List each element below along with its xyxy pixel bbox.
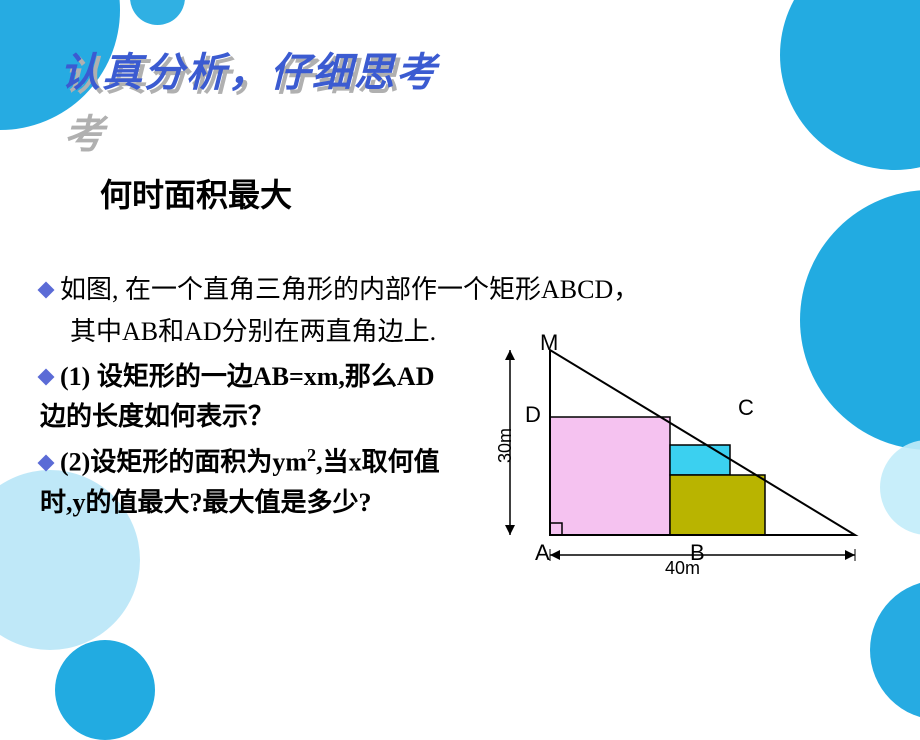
decor-circle [870, 580, 920, 720]
q2-sup: 2 [307, 445, 316, 465]
q1-text-a: 设矩形的一边AB=xm,那么AD [97, 362, 435, 391]
section-subhead: 何时面积最大 [100, 170, 292, 216]
slide-title: 认真分析，仔细思考 认真分析，仔细思考 [60, 40, 438, 98]
q2-text-tail: ,当x取何值 [316, 448, 440, 477]
q2-text-a: 设矩形的面积为ym [90, 448, 307, 477]
diagram-label: 40m [665, 558, 700, 579]
title-main: 认真分析，仔细思考 [60, 40, 438, 98]
geometry-diagram: MDCAB30m40m [490, 340, 870, 570]
diagram-svg [490, 340, 870, 570]
bullet-icon [38, 368, 55, 385]
q1-number: (1) [60, 362, 97, 391]
decor-circle [780, 0, 920, 170]
decor-circle [55, 640, 155, 740]
decor-circle [130, 0, 185, 25]
q2-number: (2) [60, 448, 90, 477]
diagram-label: M [540, 330, 558, 356]
bullet-icon [38, 282, 55, 299]
problem-intro: 如图, 在一个直角三角形的内部作一个矩形ABCD， [40, 270, 880, 310]
decor-circle [880, 440, 920, 535]
diagram-label: A [535, 540, 550, 566]
bullet-icon [38, 454, 55, 471]
intro-line1: 如图, 在一个直角三角形的内部作一个矩形ABCD， [60, 275, 639, 304]
diagram-label: 30m [495, 428, 516, 463]
diagram-label: C [738, 395, 754, 421]
diagram-label: D [525, 402, 541, 428]
